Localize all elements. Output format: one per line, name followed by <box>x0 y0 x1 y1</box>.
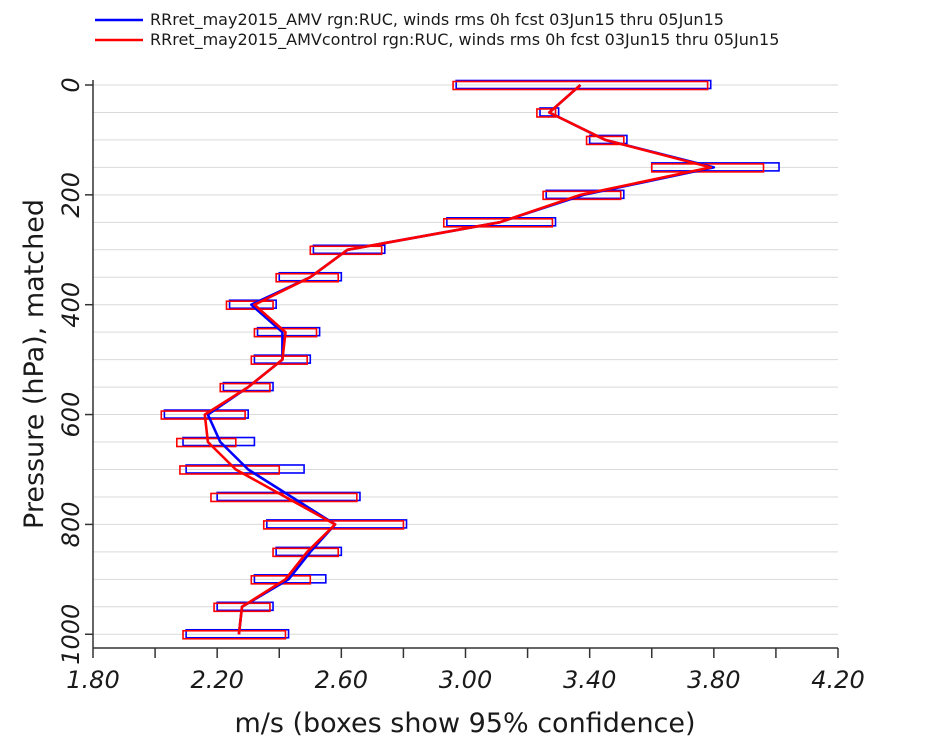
confidence-box <box>256 326 321 337</box>
y-tick-label: 800 <box>57 502 85 548</box>
y-axis-label: Pressure (hPa), matched <box>19 199 50 529</box>
confidence-box <box>455 79 712 90</box>
x-tick-label: 4.20 <box>811 666 864 694</box>
confidence-box <box>452 80 709 91</box>
confidence-box <box>539 107 560 117</box>
confidence-box <box>225 300 274 311</box>
y-tick-label: 1000 <box>57 604 85 665</box>
tick-labels: 1.80 2.20 2.60 3.00 3.40 3.80 4.20 0 200 400 600 80… <box>57 77 865 694</box>
x-tick-label: 3.80 <box>687 666 740 694</box>
confidence-box <box>446 217 557 227</box>
confidence-box <box>275 272 340 283</box>
confidence-box <box>179 465 281 475</box>
x-tick-label: 3.00 <box>439 666 492 694</box>
confidence-box <box>228 299 277 310</box>
confidence-box <box>650 163 765 173</box>
confidence-box <box>542 190 622 201</box>
confidence-box <box>219 382 271 393</box>
x-tick-label: 2.20 <box>190 666 243 694</box>
y-tick-label: 200 <box>57 172 85 218</box>
confidence-box <box>266 519 408 529</box>
confidence-box <box>442 218 554 228</box>
confidence-box <box>216 491 361 502</box>
confidence-box <box>222 381 274 392</box>
confidence-box <box>250 355 308 365</box>
legend: RRret_may2015_AMV rgn:RUC, winds rms 0h … <box>95 10 779 50</box>
y-tick-label: 400 <box>57 282 85 328</box>
series-line-2 <box>203 84 713 635</box>
confidence-box <box>309 245 383 256</box>
confidence-box <box>262 520 405 530</box>
x-tick-label: 1.80 <box>66 666 119 694</box>
y-tick-label: 0 <box>57 77 85 92</box>
confidence-box <box>278 271 343 282</box>
y-tick-label: 600 <box>57 392 85 438</box>
series-lines <box>203 84 716 635</box>
x-tick-label: 2.60 <box>315 666 368 694</box>
confidence-box <box>588 134 628 145</box>
x-axis-label: m/s (boxes show 95% confidence) <box>234 708 695 739</box>
legend-label-1: RRret_may2015_AMV rgn:RUC, winds rms 0h … <box>150 10 724 30</box>
grid-lines <box>93 84 838 635</box>
confidence-box <box>312 244 386 255</box>
confidence-box <box>536 108 557 118</box>
confidence-box <box>185 628 290 639</box>
confidence-box <box>160 410 246 420</box>
confidence-box <box>585 135 625 146</box>
confidence-box <box>216 601 274 612</box>
x-tick-label: 3.40 <box>563 666 616 694</box>
axes <box>92 80 838 649</box>
confidence-box <box>182 629 287 640</box>
confidence-box <box>545 189 625 200</box>
legend-label-2: RRret_may2015_AMVcontrol rgn:RUC, winds … <box>150 30 779 50</box>
